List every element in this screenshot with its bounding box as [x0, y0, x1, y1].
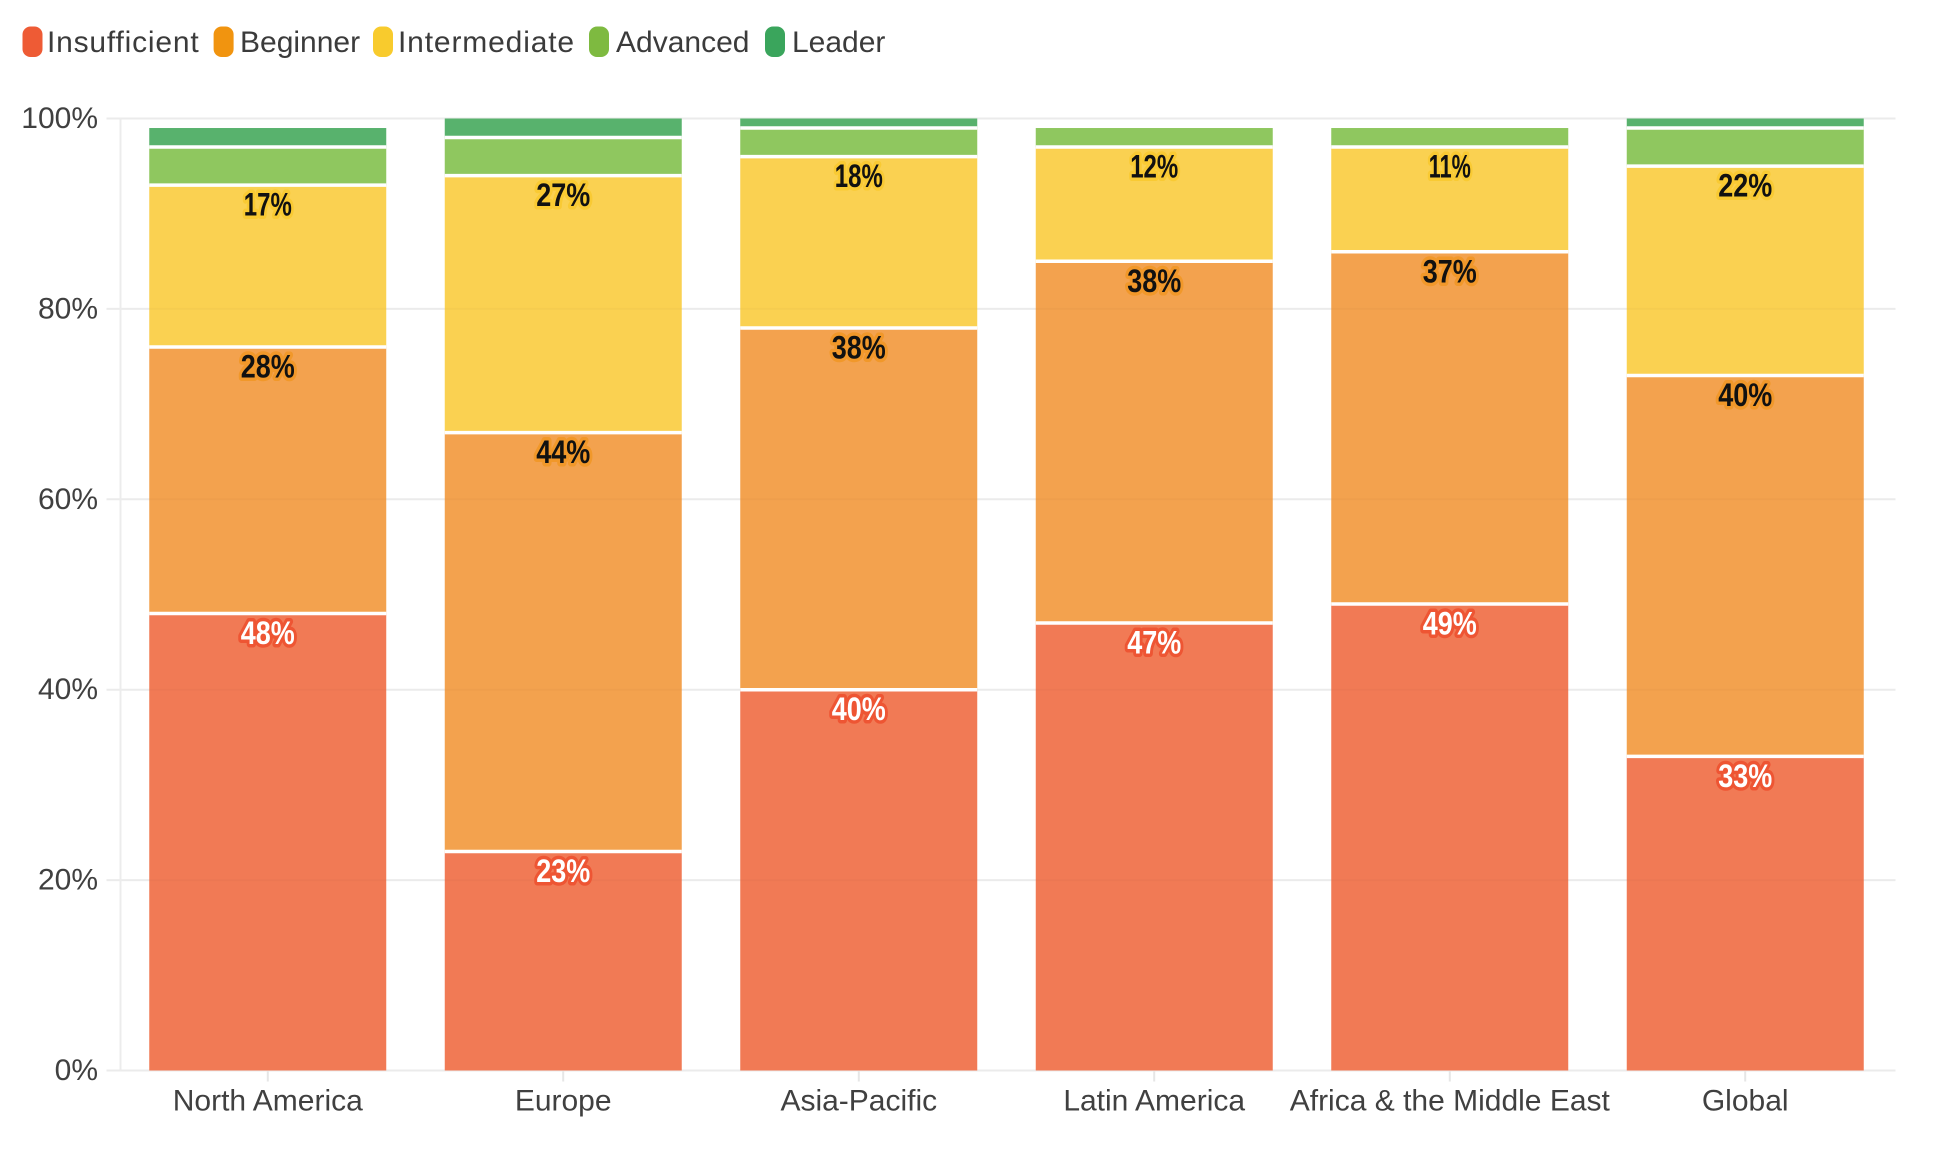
svg-text:27%: 27% [536, 177, 590, 213]
svg-text:40%: 40% [1718, 377, 1772, 413]
svg-text:20%: 20% [38, 864, 98, 897]
svg-text:Latin America: Latin America [1063, 1085, 1245, 1118]
svg-text:22%: 22% [1718, 168, 1772, 204]
svg-text:40%: 40% [832, 691, 886, 727]
svg-text:Beginner: Beginner [240, 26, 360, 59]
svg-text:37%: 37% [1423, 253, 1477, 289]
svg-text:Global: Global [1702, 1085, 1789, 1118]
svg-text:11%: 11% [1429, 149, 1471, 185]
svg-text:Asia-Pacific: Asia-Pacific [780, 1085, 937, 1118]
svg-text:Intermediate: Intermediate [398, 26, 575, 59]
svg-text:12%: 12% [1130, 149, 1178, 185]
svg-text:Europe: Europe [515, 1085, 612, 1118]
svg-text:Insufficient: Insufficient [47, 26, 199, 59]
svg-text:48%: 48% [241, 615, 295, 651]
svg-text:23%: 23% [536, 853, 590, 889]
svg-text:49%: 49% [1423, 606, 1477, 642]
svg-text:60%: 60% [38, 483, 98, 516]
svg-text:38%: 38% [1127, 263, 1181, 299]
svg-text:80%: 80% [38, 292, 98, 325]
svg-text:0%: 0% [55, 1054, 98, 1087]
svg-text:40%: 40% [38, 673, 98, 706]
svg-text:44%: 44% [536, 434, 590, 470]
svg-text:Africa & the Middle East: Africa & the Middle East [1290, 1085, 1611, 1118]
svg-text:100%: 100% [21, 102, 98, 135]
svg-text:28%: 28% [241, 349, 295, 385]
svg-text:33%: 33% [1718, 758, 1772, 794]
svg-text:Advanced: Advanced [616, 26, 749, 59]
svg-text:18%: 18% [835, 158, 883, 194]
svg-text:47%: 47% [1127, 625, 1181, 661]
svg-text:17%: 17% [244, 187, 292, 223]
svg-text:Leader: Leader [792, 26, 885, 59]
svg-text:North America: North America [173, 1085, 363, 1118]
svg-text:38%: 38% [832, 329, 886, 365]
